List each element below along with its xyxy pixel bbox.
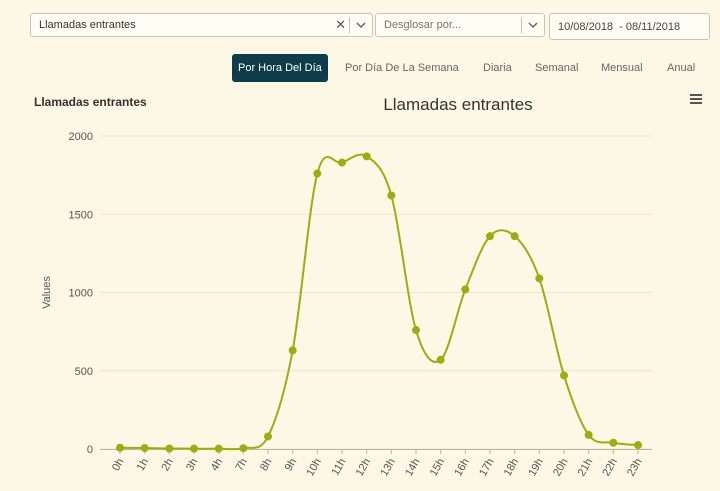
x-tick-label: 16h	[452, 457, 472, 479]
x-tick-label: 22h	[600, 457, 620, 479]
y-tick-label: 1000	[69, 288, 93, 300]
data-point	[436, 355, 445, 364]
data-point	[264, 432, 272, 441]
metric-select[interactable]: Llamadas entrantes ✕	[30, 13, 373, 37]
x-tick-label: 8h	[258, 457, 275, 474]
x-tick-label: 19h	[526, 457, 546, 479]
data-point	[190, 444, 198, 453]
breakdown-input[interactable]	[376, 14, 521, 36]
data-point	[387, 191, 396, 200]
tab-anual[interactable]: Anual	[667, 62, 696, 74]
x-tick-label: 1h	[135, 457, 152, 474]
tab-por-dia-de-la-semana[interactable]: Por Día De La Semana	[345, 62, 459, 74]
metric-select-value: Llamadas entrantes	[39, 19, 136, 31]
data-point	[165, 444, 174, 453]
x-tick-label: 17h	[477, 457, 497, 479]
hamburger-menu-icon[interactable]	[689, 92, 703, 106]
data-point	[214, 444, 223, 453]
data-point	[584, 430, 593, 439]
data-point	[313, 169, 322, 178]
tab-por-hora-del-dia[interactable]: Por Hora Del Día	[232, 54, 328, 82]
x-tick-label: 20h	[551, 457, 571, 479]
date-range-picker[interactable]: 10/08/2018 - 08/11/2018	[549, 13, 710, 40]
data-point	[362, 152, 371, 161]
x-tick-label: 4h	[209, 457, 226, 474]
x-tick-label: 14h	[403, 457, 423, 479]
x-tick-label: 23h	[625, 457, 645, 479]
y-tick-label: 1500	[69, 209, 93, 221]
series-line	[119, 153, 639, 451]
data-point	[486, 232, 494, 241]
y-tick-label: 0	[87, 444, 93, 456]
data-point	[461, 285, 470, 294]
data-point	[140, 444, 149, 453]
x-tick-label: 12h	[354, 457, 374, 479]
data-point	[116, 443, 124, 452]
data-point	[535, 274, 544, 283]
data-point	[560, 371, 568, 380]
x-tick-label: 21h	[576, 457, 596, 479]
breakdown-select[interactable]	[375, 13, 545, 37]
x-tick-label: 3h	[184, 457, 201, 474]
tab-semanal[interactable]: Semanal	[535, 62, 579, 74]
y-axis-label: Values	[41, 276, 53, 309]
select-divider	[521, 17, 522, 33]
period-tabs: Por Hora Del Día Por Día De La Semana Di…	[0, 54, 720, 82]
widget-title: Llamadas entrantes	[34, 95, 147, 109]
chevron-down-icon[interactable]	[527, 18, 539, 32]
x-tick-label: 7h	[233, 457, 250, 474]
x-tick-label: 18h	[502, 457, 522, 479]
clear-icon[interactable]: ✕	[335, 17, 346, 32]
data-point	[338, 158, 346, 167]
data-point	[609, 438, 618, 447]
data-point	[510, 232, 519, 241]
data-point	[288, 346, 297, 355]
x-tick-label: 2h	[159, 457, 176, 474]
data-point	[634, 441, 642, 450]
x-tick-label: 9h	[283, 457, 300, 474]
data-point	[239, 444, 248, 453]
chevron-down-icon[interactable]	[355, 18, 367, 32]
select-divider	[349, 17, 350, 33]
y-tick-label: 2000	[69, 131, 93, 143]
data-point	[412, 326, 420, 335]
y-tick-label: 500	[75, 366, 93, 378]
x-tick-label: 15h	[428, 457, 448, 479]
tab-diaria[interactable]: Diaria	[483, 62, 512, 74]
x-tick-label: 11h	[329, 457, 348, 478]
date-range-text: 10/08/2018 - 08/11/2018	[558, 21, 681, 33]
x-tick-label: 10h	[304, 457, 324, 479]
x-tick-label: 0h	[110, 457, 127, 474]
x-tick-label: 13h	[378, 457, 398, 479]
tab-mensual[interactable]: Mensual	[601, 62, 643, 74]
